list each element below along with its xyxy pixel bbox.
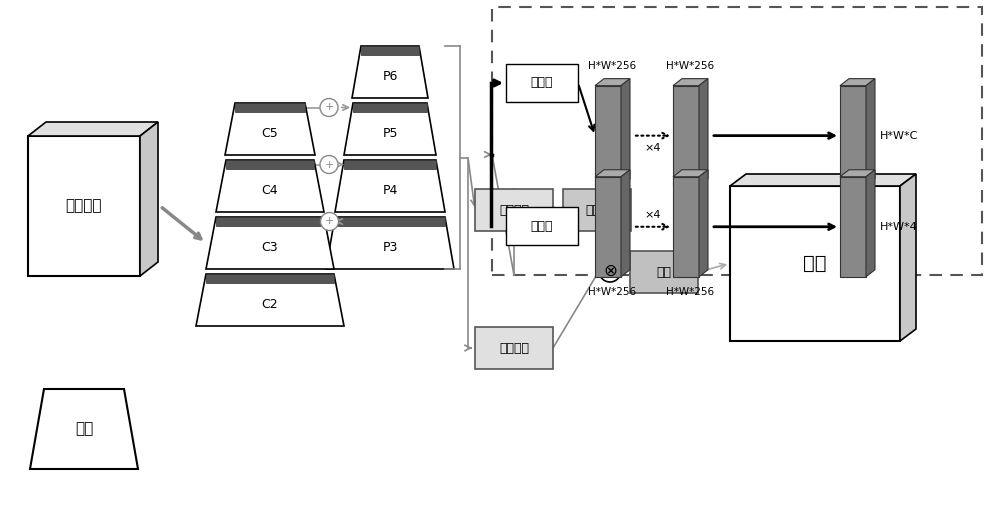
Text: H*W*256: H*W*256 xyxy=(666,287,715,297)
Text: P4: P4 xyxy=(382,184,398,196)
Text: 阈值: 阈值 xyxy=(656,266,672,279)
Text: 分类模块: 分类模块 xyxy=(499,204,529,217)
Bar xyxy=(344,160,436,169)
Bar xyxy=(475,189,553,231)
Text: 主干网络: 主干网络 xyxy=(66,199,102,214)
Polygon shape xyxy=(344,103,436,155)
Polygon shape xyxy=(673,85,699,185)
Bar xyxy=(216,217,324,226)
Polygon shape xyxy=(699,79,708,185)
Text: H*W*256: H*W*256 xyxy=(588,287,637,297)
Polygon shape xyxy=(28,122,158,136)
Text: +: + xyxy=(324,159,334,169)
Bar xyxy=(630,251,698,293)
Bar xyxy=(206,274,334,283)
Polygon shape xyxy=(840,177,866,277)
Bar xyxy=(730,186,900,341)
Text: 输出: 输出 xyxy=(803,254,827,273)
Text: 回归器: 回归器 xyxy=(531,219,553,232)
Text: +: + xyxy=(325,217,334,227)
Text: H*W*C: H*W*C xyxy=(880,131,918,141)
Polygon shape xyxy=(730,174,916,186)
Polygon shape xyxy=(900,174,916,341)
Text: C2: C2 xyxy=(262,297,278,311)
Bar xyxy=(492,7,982,275)
Polygon shape xyxy=(621,170,630,277)
Polygon shape xyxy=(866,170,875,277)
Bar xyxy=(563,189,631,231)
Polygon shape xyxy=(840,170,875,177)
Polygon shape xyxy=(206,217,334,269)
Bar xyxy=(506,207,578,245)
Polygon shape xyxy=(595,177,621,277)
Polygon shape xyxy=(673,170,708,177)
Circle shape xyxy=(320,155,338,173)
Text: C3: C3 xyxy=(262,241,278,254)
Polygon shape xyxy=(595,85,621,185)
Circle shape xyxy=(320,98,338,117)
Polygon shape xyxy=(595,79,630,85)
Text: H*W*4: H*W*4 xyxy=(880,222,918,232)
Polygon shape xyxy=(30,389,138,469)
Text: 分类器: 分类器 xyxy=(531,77,553,90)
Polygon shape xyxy=(840,79,875,85)
Polygon shape xyxy=(140,122,158,276)
Bar xyxy=(506,64,578,102)
Text: P6: P6 xyxy=(382,70,398,83)
Polygon shape xyxy=(621,79,630,185)
Polygon shape xyxy=(673,79,708,85)
Circle shape xyxy=(599,260,621,282)
Text: 分割模块: 分割模块 xyxy=(499,341,529,354)
Text: C4: C4 xyxy=(262,184,278,196)
Text: ×4: ×4 xyxy=(645,143,661,153)
Text: +: + xyxy=(324,103,334,113)
Text: ×4: ×4 xyxy=(645,210,661,220)
Polygon shape xyxy=(216,160,324,212)
Polygon shape xyxy=(196,274,344,326)
Polygon shape xyxy=(352,46,428,98)
Polygon shape xyxy=(699,170,708,277)
Text: ⊗: ⊗ xyxy=(603,262,617,280)
Polygon shape xyxy=(595,170,630,177)
Text: P5: P5 xyxy=(382,127,398,140)
Bar xyxy=(335,217,445,226)
Bar xyxy=(361,46,419,55)
Text: 后处理: 后处理 xyxy=(586,204,608,217)
Polygon shape xyxy=(840,85,866,185)
Bar xyxy=(353,103,427,112)
Bar xyxy=(226,160,314,169)
Text: 输入: 输入 xyxy=(75,421,93,437)
Bar xyxy=(235,103,305,112)
Polygon shape xyxy=(866,79,875,185)
Polygon shape xyxy=(673,177,699,277)
Polygon shape xyxy=(335,160,445,212)
Circle shape xyxy=(320,213,338,230)
Text: P3: P3 xyxy=(382,241,398,254)
Polygon shape xyxy=(326,217,454,269)
Text: H*W*256: H*W*256 xyxy=(588,60,637,71)
Bar xyxy=(28,136,140,276)
Text: H*W*256: H*W*256 xyxy=(666,60,715,71)
Polygon shape xyxy=(225,103,315,155)
Text: C5: C5 xyxy=(262,127,278,140)
Bar xyxy=(475,327,553,369)
